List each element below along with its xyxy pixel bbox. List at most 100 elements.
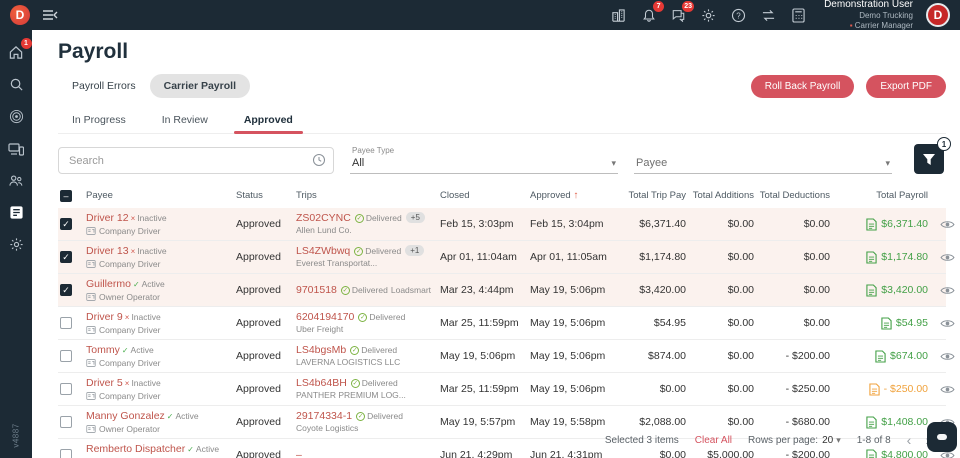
row-status: Approved xyxy=(236,416,281,428)
gear-icon[interactable] xyxy=(700,7,717,24)
trip-id-link[interactable]: LS4ZWbwq xyxy=(296,245,351,257)
payee-name-link[interactable]: Tommy xyxy=(86,344,120,356)
help-icon[interactable]: ? xyxy=(730,7,747,24)
col-status[interactable]: Status xyxy=(236,189,263,201)
row-checkbox[interactable] xyxy=(60,218,72,230)
tab-payroll-errors[interactable]: Payroll Errors xyxy=(72,80,136,92)
trip-extra-badge[interactable]: +5 xyxy=(405,212,425,223)
table-row[interactable]: Driver 5 Inactive Company Driver Approved… xyxy=(58,373,955,406)
company-buildings-icon[interactable] xyxy=(610,7,627,24)
row-checkbox[interactable] xyxy=(60,416,72,428)
sidebar-item-team[interactable] xyxy=(8,172,25,189)
payee-name-link[interactable]: Driver 12 xyxy=(86,212,129,224)
view-details-eye-icon[interactable] xyxy=(930,384,960,395)
row-status: Approved xyxy=(236,251,281,263)
payee-name-link[interactable]: Remberto Dispatcher xyxy=(86,443,186,455)
col-trip-pay[interactable]: Total Trip Pay xyxy=(628,189,686,201)
trip-id-link[interactable]: 9701518 xyxy=(296,284,337,296)
table-row[interactable]: Driver 13 Inactive Company Driver Approve… xyxy=(58,241,955,274)
clear-all-link[interactable]: Clear All xyxy=(694,434,733,446)
col-payroll[interactable]: Total Payroll xyxy=(876,189,928,201)
chat-fab-button[interactable] xyxy=(927,422,957,452)
table-row[interactable]: Driver 12 Inactive Company Driver Approve… xyxy=(58,208,955,241)
avatar[interactable]: D xyxy=(926,3,950,27)
tab-carrier-payroll[interactable]: Carrier Payroll xyxy=(149,74,250,98)
search-history-clock-icon[interactable] xyxy=(312,153,326,167)
trip-id-link[interactable]: – xyxy=(296,449,302,458)
total-deductions: $0.00 xyxy=(803,251,830,263)
transfer-arrows-icon[interactable] xyxy=(760,7,777,24)
filter-button[interactable]: 1 xyxy=(914,137,951,174)
trip-id-link[interactable]: 29174334-1 xyxy=(296,410,353,422)
row-checkbox[interactable] xyxy=(60,383,72,395)
subtab-in-review[interactable]: In Review xyxy=(161,114,208,126)
trip-id-link[interactable]: LS4b64BH xyxy=(296,377,347,389)
sidebar-item-search[interactable] xyxy=(8,76,25,93)
table-row[interactable]: Driver 9 Inactive Company Driver Approved… xyxy=(58,307,955,340)
payroll-statement-icon[interactable] xyxy=(868,382,880,396)
user-info[interactable]: Demonstration User Demo Trucking Carrier… xyxy=(824,0,913,31)
payee-select[interactable]: Payee ▾ xyxy=(634,156,892,174)
table-row[interactable]: Manny Gonzalez Active Owner Operator Appr… xyxy=(58,406,955,439)
payee-name-link[interactable]: Manny Gonzalez xyxy=(86,410,165,422)
col-approved[interactable]: Approved ↑ xyxy=(530,190,579,202)
view-details-eye-icon[interactable] xyxy=(930,351,960,362)
rows-per-page-select[interactable]: 20 ▾ xyxy=(822,434,841,446)
sidebar-item-home[interactable]: 1 xyxy=(8,38,32,61)
subtab-in-progress[interactable]: In Progress xyxy=(72,114,126,126)
sidebar-item-radar[interactable] xyxy=(8,108,25,125)
sidebar-item-reports[interactable] xyxy=(8,204,25,221)
view-details-eye-icon[interactable] xyxy=(930,450,960,458)
col-closed[interactable]: Closed xyxy=(440,189,470,201)
sidebar-item-devices[interactable] xyxy=(8,140,25,157)
payee-name-link[interactable]: Guillermo xyxy=(86,278,131,290)
trip-extra-badge[interactable]: +1 xyxy=(405,245,425,256)
search-input[interactable] xyxy=(58,147,334,174)
payee-name-link[interactable]: Driver 13 xyxy=(86,245,129,257)
export-pdf-button[interactable]: Export PDF xyxy=(866,74,946,98)
col-additions[interactable]: Total Additions xyxy=(692,189,754,201)
sidebar-item-settings[interactable] xyxy=(8,236,25,253)
notifications-bell-icon[interactable]: 7 xyxy=(640,0,665,24)
roll-back-payroll-button[interactable]: Roll Back Payroll xyxy=(750,74,855,98)
row-checkbox[interactable] xyxy=(60,449,72,458)
app-logo-icon[interactable]: D xyxy=(10,5,30,25)
table-row[interactable]: Tommy Active Company Driver Approved LS4b… xyxy=(58,340,955,373)
collapse-menu-icon[interactable] xyxy=(42,9,58,21)
view-details-eye-icon[interactable] xyxy=(930,285,960,296)
col-trips[interactable]: Trips xyxy=(296,189,317,201)
col-deductions[interactable]: Total Deductions xyxy=(759,189,830,201)
payroll-statement-icon[interactable] xyxy=(866,415,877,429)
payroll-statement-icon[interactable] xyxy=(875,349,886,363)
trip-id-link[interactable]: ZS02CYNC xyxy=(296,212,351,224)
payroll-statement-icon[interactable] xyxy=(866,217,877,231)
payee-name-link[interactable]: Driver 9 xyxy=(86,311,123,323)
total-additions: $0.00 xyxy=(727,317,754,329)
subtab-approved[interactable]: Approved xyxy=(230,108,307,134)
view-details-eye-icon[interactable] xyxy=(930,252,960,263)
prev-page-icon[interactable]: ‹ xyxy=(906,432,912,448)
payroll-statement-icon[interactable] xyxy=(866,448,877,458)
view-details-eye-icon[interactable] xyxy=(930,318,960,329)
row-checkbox[interactable] xyxy=(60,317,72,329)
payroll-statement-icon[interactable] xyxy=(866,283,877,297)
trip-id-link[interactable]: LS4bgsMb xyxy=(296,344,347,356)
payee-type-select[interactable]: Payee Type All ▾ xyxy=(350,145,618,174)
total-payroll: $3,420.00 xyxy=(881,284,928,296)
row-checkbox[interactable] xyxy=(60,350,72,362)
row-checkbox[interactable] xyxy=(60,284,72,296)
trip-status-text: Delivered xyxy=(369,312,406,322)
trip-id-link[interactable]: 6204194170 xyxy=(296,311,355,323)
row-checkbox[interactable] xyxy=(60,251,72,263)
table-row[interactable]: GuillermoActive Owner Operator Approved … xyxy=(58,274,955,307)
payroll-statement-icon[interactable] xyxy=(881,316,892,330)
view-details-eye-icon[interactable] xyxy=(930,219,960,230)
calculator-icon[interactable] xyxy=(790,7,807,24)
payroll-statement-icon[interactable] xyxy=(866,250,877,264)
payee-status-text: Inactive xyxy=(131,312,161,322)
select-all-checkbox[interactable] xyxy=(60,190,72,202)
trip-status-text: Delivered xyxy=(361,378,398,388)
payee-name-link[interactable]: Driver 5 xyxy=(86,377,123,389)
messages-icon[interactable]: 23 xyxy=(670,0,695,24)
col-payee[interactable]: Payee xyxy=(86,189,113,201)
